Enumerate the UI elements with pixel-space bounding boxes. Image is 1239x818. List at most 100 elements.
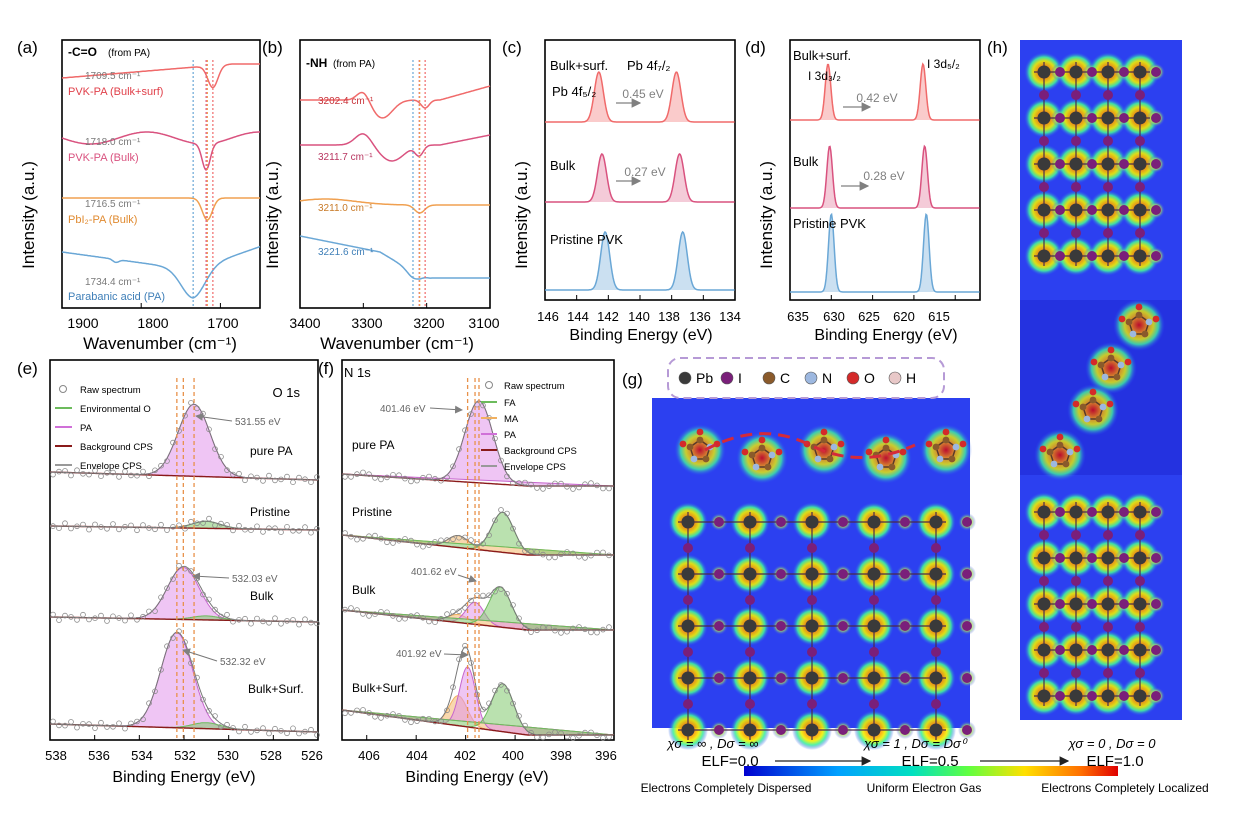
f-raw-point [444, 474, 450, 481]
f-tick-1: 404 [406, 748, 428, 763]
h-mol-oxygen [1118, 315, 1126, 323]
c-fill-2 [545, 232, 735, 290]
g-atom-pb [805, 723, 819, 737]
f-row-0: pure PA [352, 438, 394, 452]
e-tick-0: 538 [45, 748, 67, 763]
f-raw-point [510, 480, 516, 486]
f-raw-point [510, 700, 516, 707]
h-top-atom-i [1151, 113, 1161, 123]
f-raw-point [594, 629, 600, 636]
f-raw-point [600, 549, 606, 556]
legend-atom-label: O [864, 370, 875, 386]
f-raw-point [450, 608, 456, 615]
h-bot-atom-i [1135, 530, 1145, 540]
panel-b: (b) Intensity (a.u.) -NH (from PA) 3202.… [262, 38, 500, 353]
g-atom-pb [681, 723, 695, 737]
b-tick-3: 3100 [468, 315, 499, 331]
h-bot-atom-i [1087, 553, 1097, 563]
g-atom-i [931, 699, 941, 709]
e-raw-point [308, 619, 314, 626]
f-raw-point [462, 534, 468, 541]
f-raw-point [402, 717, 408, 723]
h-mol-atom [1083, 415, 1091, 423]
e-raw-point [272, 525, 278, 531]
f-raw-point [540, 551, 546, 558]
f-raw-point [546, 554, 552, 561]
f-raw-point [468, 660, 474, 666]
f-legend-2: MA [504, 414, 519, 425]
f-raw-point [354, 471, 360, 477]
panel-b-frame [299, 39, 491, 309]
f-raw-point [450, 536, 456, 543]
f-raw-point [372, 532, 378, 539]
f-raw-point [396, 712, 402, 719]
f-raw-point [588, 480, 594, 486]
h-bot-atom-i [1087, 645, 1097, 655]
c-tick-6: 134 [719, 309, 741, 324]
e-raw-point [164, 643, 170, 649]
e-raw-point [248, 473, 254, 480]
h-top-atom-i [1087, 67, 1097, 77]
h-top-atom-pb [1037, 111, 1051, 125]
h-bot-atom-pb [1069, 551, 1083, 565]
h-bot-atom-i [1119, 553, 1129, 563]
c-series-1 [545, 153, 735, 203]
e-raw-point [218, 723, 224, 730]
f-raw-point [420, 543, 426, 550]
f-raw-point [414, 541, 420, 548]
f-raw-point [348, 533, 354, 540]
f-raw-point [438, 615, 444, 622]
e-raw-point [272, 477, 278, 484]
g-mol-atom [948, 455, 956, 463]
h-top-atom-i [1103, 136, 1113, 146]
c-label-pb52: Pb 4f₅/₂ [552, 84, 596, 99]
g-atom-i [931, 647, 941, 657]
g-atom-pb [743, 723, 757, 737]
h-bot-atom-i [1039, 530, 1049, 540]
e-raw-point [230, 618, 236, 625]
h-bot-atom-pb [1133, 551, 1147, 565]
e-raw-point [242, 615, 248, 622]
h-top-atom-pb [1069, 203, 1083, 217]
e-raw-point [284, 618, 290, 624]
e-raw-point [122, 468, 128, 475]
h-top-atom-pb [1101, 249, 1115, 263]
g-atom-i [776, 673, 786, 683]
e-raw-point [302, 476, 308, 483]
f-raw-point [582, 626, 588, 633]
e-raw-point [236, 616, 242, 623]
e-raw-point [50, 471, 56, 478]
chi-label-left: χσ = ∞ , Dσ = ∞ [667, 736, 759, 751]
f-raw-point [558, 630, 564, 636]
e-raw-point [236, 728, 242, 735]
d-tick-4: 615 [928, 309, 950, 324]
e-raw-point [56, 722, 62, 729]
h-top-atom-i [1087, 251, 1097, 261]
g-atom-pb [805, 567, 819, 581]
e-raw-point [98, 719, 104, 726]
e-raw-point [80, 521, 86, 528]
h-top-atom-pb [1133, 203, 1147, 217]
h-bot-atom-pb [1101, 505, 1115, 519]
e-raw-point [242, 723, 248, 730]
e-raw-point [104, 469, 110, 476]
e-raw-point [116, 474, 122, 480]
f-raw-point [474, 540, 480, 547]
scale-label-right: Electrons Completely Localized [1041, 781, 1208, 795]
f-raw-point [528, 729, 534, 736]
h-top-atom-i [1055, 251, 1065, 261]
h-bot-atom-i [1055, 645, 1065, 655]
d-fill-1 [790, 146, 980, 208]
f-raw-point [444, 537, 450, 543]
d-label-i52: I 3d₅/₂ [927, 57, 960, 71]
e-raw-point [146, 525, 152, 531]
a-peak-1: 1718.0 cm⁻¹ [85, 137, 141, 148]
h-bot-atom-pb [1037, 643, 1051, 657]
e-raw-point [152, 688, 158, 695]
g-atom-i [838, 621, 848, 631]
e-raw-point [206, 596, 212, 603]
f-raw-point [480, 592, 486, 599]
c-tick-5: 136 [689, 309, 711, 324]
e-raw-point [254, 615, 260, 622]
g-mol-atom [758, 444, 766, 452]
